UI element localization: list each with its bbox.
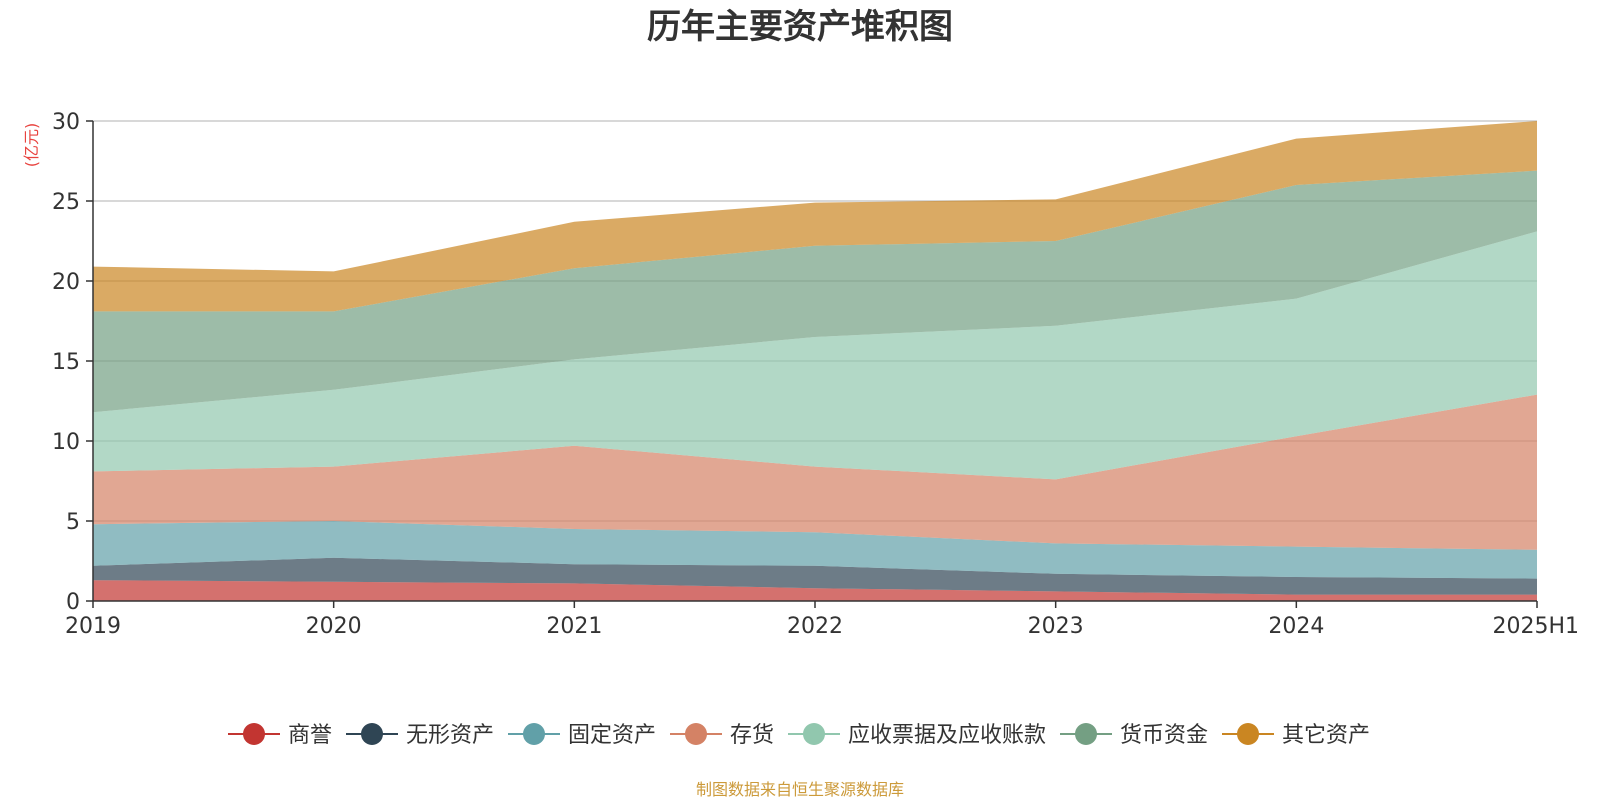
legend-item-5[interactable]: 货币资金 [1060,723,1208,748]
x-tick-label: 2023 [1028,614,1084,639]
legend[interactable]: 商誉 无形资产 固定资产 存货 应收票据及应收账款 货币资金 其它资产 [228,723,1370,748]
y-tick-label: 10 [52,430,80,455]
legend-item-6[interactable]: 其它资产 [1222,723,1370,748]
legend-item-0[interactable]: 商誉 [228,723,332,748]
area-series-6[interactable] [93,121,1537,312]
x-tick-label: 2025H1 [1492,614,1579,639]
legend-label: 其它资产 [1282,723,1370,748]
source-note: 制图数据来自恒生聚源数据库 [696,780,904,799]
legend-dot-icon [1075,723,1097,745]
area-series-3[interactable] [93,394,1537,550]
y-tick-label: 25 [52,190,80,215]
y-tick-label: 15 [52,350,80,375]
y-tick-label: 5 [66,510,80,535]
legend-item-4[interactable]: 应收票据及应收账款 [788,723,1046,748]
axes: 0 5 10 15 20 25 30 2019 2020 2021 2022 2023 2024 2025… [52,110,1579,639]
y-tick-label: 30 [52,110,80,135]
legend-label: 应收票据及应收账款 [848,723,1046,748]
legend-dot-icon [1237,723,1259,745]
x-tick-label: 2019 [65,614,121,639]
y-unit-label: (亿元) [22,123,41,168]
legend-dot-icon [523,723,545,745]
x-tick-label: 2024 [1268,614,1324,639]
x-tick-label: 2021 [546,614,602,639]
legend-label: 固定资产 [568,723,656,748]
legend-item-2[interactable]: 固定资产 [508,723,656,748]
area-series-0[interactable] [93,580,1537,601]
legend-item-1[interactable]: 无形资产 [346,723,494,748]
legend-label: 货币资金 [1120,723,1208,748]
area-series-1[interactable] [93,557,1537,595]
legend-dot-icon [243,723,265,745]
legend-label: 商誉 [288,723,332,748]
stacked-areas [93,121,1537,601]
area-series-4[interactable] [93,231,1537,480]
y-tick-label: 0 [66,590,80,615]
y-tick-label: 20 [52,270,80,295]
legend-dot-icon [685,723,707,745]
legend-dot-icon [803,723,825,745]
legend-item-3[interactable]: 存货 [670,723,774,748]
legend-label: 无形资产 [406,723,494,748]
legend-label: 存货 [730,723,774,748]
area-series-2[interactable] [93,521,1537,579]
x-tick-label: 2020 [306,614,362,639]
area-series-5[interactable] [93,170,1537,413]
x-tick-label: 2022 [787,614,843,639]
chart-title: 历年主要资产堆积图 [647,7,953,47]
legend-dot-icon [361,723,383,745]
